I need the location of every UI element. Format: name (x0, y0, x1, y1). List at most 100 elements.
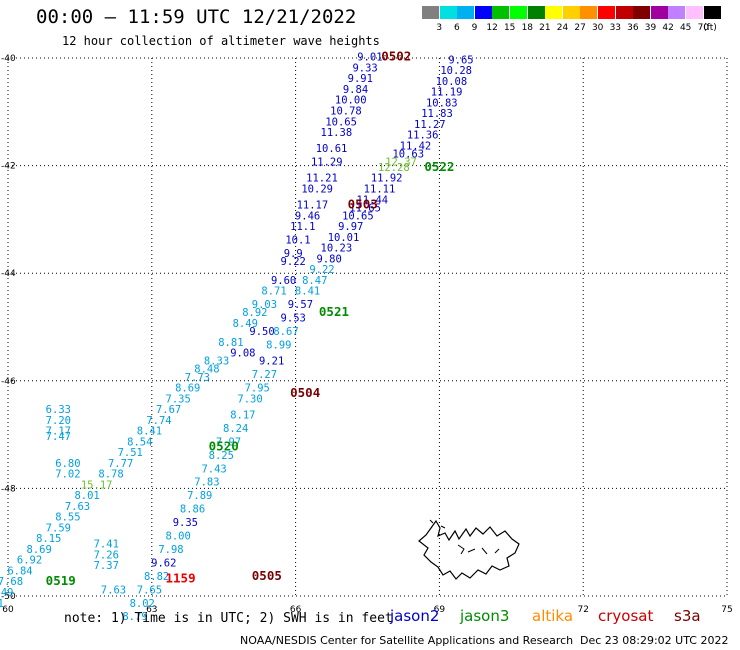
wave-height-value: 9.35 (173, 517, 198, 529)
wave-height-value: 11.17 (297, 200, 329, 212)
y-tick-label: -44 (1, 269, 16, 279)
wave-height-value: 10.61 (316, 143, 348, 155)
wave-height-value: 12.37 (385, 157, 417, 169)
wave-height-value: 8.99 (266, 340, 291, 352)
wave-height-value: 8.69 (27, 544, 52, 556)
scale-label: 6 (454, 23, 460, 33)
wave-height-value: 8.54 (127, 436, 152, 448)
scale-swatch (422, 6, 439, 19)
x-tick-label: 60 (2, 605, 14, 615)
scale-label: 33 (609, 23, 622, 33)
wave-height-value: 9.21 (259, 356, 284, 368)
wave-height-value: 9.9 (284, 248, 303, 260)
wave-height-value: 10.01 (328, 232, 360, 244)
track-time-label: 0502 (381, 49, 411, 64)
island-detail (429, 519, 500, 555)
scale-label: 9 (471, 23, 478, 33)
satellite-legend-item: jason3 (460, 607, 510, 625)
wave-height-value: 8.48 (194, 364, 219, 376)
scale-swatch (474, 6, 492, 19)
track-time-label: 0522 (424, 159, 454, 174)
wave-height-value: 9.97 (338, 221, 363, 233)
x-tick-label: 66 (290, 605, 302, 615)
wave-height-value: 11.42 (400, 140, 432, 152)
x-tick-label: 75 (721, 605, 732, 615)
scale-unit: (ft) (703, 23, 717, 33)
scale-swatch (457, 6, 475, 19)
wave-height-value: 7.51 (118, 447, 143, 459)
scale-swatch (598, 6, 615, 19)
wave-height-value: 7.17 (46, 426, 71, 438)
wave-height-value: 10.63 (392, 149, 424, 161)
wave-height-value: 8.24 (223, 423, 248, 435)
y-tick-label: -40 (1, 54, 16, 64)
track-time-label: 0504 (290, 385, 320, 400)
wave-height-value: 10.78 (330, 105, 362, 117)
wave-height-value: 8.02 (130, 598, 155, 610)
wave-height-value: 11.27 (414, 119, 446, 131)
wave-height-value: 7.59 (46, 522, 71, 534)
wave-height-value: 8.31 (0, 598, 4, 610)
scale-swatch (510, 6, 527, 19)
scale-swatch (492, 6, 510, 19)
scale-label: 70 (697, 23, 710, 33)
wave-height-value: 8.81 (218, 337, 243, 349)
track-time-label: 0520 (209, 439, 239, 454)
scale-swatch (686, 6, 703, 19)
wave-height-value: 8.47 (302, 275, 327, 287)
wave-height-value: 8.01 (74, 490, 99, 502)
wave-height-value: 8.49 (233, 318, 258, 330)
wave-height-value: 10.28 (440, 65, 472, 77)
scale-label: 45 (679, 23, 692, 33)
scale-swatch (633, 6, 651, 19)
scale-swatch (562, 6, 580, 19)
map-grid (7, 57, 728, 597)
wave-height-value: 7.67 (156, 404, 181, 416)
wave-height-value: 6.84 (7, 565, 32, 577)
wave-height-value: 9.03 (252, 299, 277, 311)
scale-swatch (439, 6, 457, 19)
wave-height-value: 7.49 (0, 587, 13, 599)
wave-height-value: 7.41 (94, 539, 119, 551)
generation-timestamp: Dec 23 08:29:02 UTC 2022 (580, 634, 729, 647)
wave-height-value: 10.00 (335, 95, 367, 107)
track-time-labels: 0502 0522 0503 0521 0504 0520 0519 1159 0505 (46, 49, 455, 589)
track-time-label: 0521 (319, 304, 349, 319)
wave-height-value: 9.80 (317, 253, 342, 265)
wave-height-value: 12.28 (378, 162, 410, 174)
wave-height-value: 11.83 (421, 108, 453, 120)
wave-height-value: 9.62 (151, 557, 176, 569)
wave-height-value: 9.84 (343, 84, 368, 96)
track-time-label: 0505 (252, 568, 282, 583)
wave-height-value: 7.43 (201, 463, 226, 475)
wave-height-value: 7.30 (237, 393, 262, 405)
x-tick-label: 69 (434, 605, 446, 615)
scale-label: 21 (539, 23, 551, 33)
scale-swatch (527, 6, 545, 19)
wave-height-value: 9.60 (271, 275, 296, 287)
scale-swatch (615, 6, 633, 19)
scale-label: 12 (486, 23, 498, 33)
wave-height-value: 7.77 (108, 458, 133, 470)
satellite-legend-item: s3a (674, 607, 701, 625)
wave-height-value: 6.80 (55, 458, 80, 470)
wave-height-value: 11.29 (311, 157, 343, 169)
scale-swatch (650, 6, 668, 19)
wave-height-value: 10.1 (285, 235, 310, 247)
y-tick-label: -48 (1, 484, 16, 494)
wave-height-value: 9.57 (288, 299, 313, 311)
wave-height-value: 8.17 (230, 409, 255, 421)
wave-height-value: 8.33 (204, 356, 229, 368)
wave-height-value: 8.41 (295, 286, 320, 298)
wave-height-value: 8.25 (209, 450, 234, 462)
wave-height-value: 11.11 (364, 184, 396, 196)
wave-height-value: 8.79 (122, 611, 147, 623)
scale-label: 18 (521, 23, 534, 33)
credit-line: NOAA/NESDIS Center for Satellite Applica… (240, 634, 574, 647)
wave-height-value: 7.37 (94, 560, 119, 572)
scale-label: 30 (591, 23, 604, 33)
wave-height-value: 8.86 (180, 504, 205, 516)
wave-height-value: 7.26 (94, 549, 119, 561)
scale-swatch (703, 6, 721, 19)
